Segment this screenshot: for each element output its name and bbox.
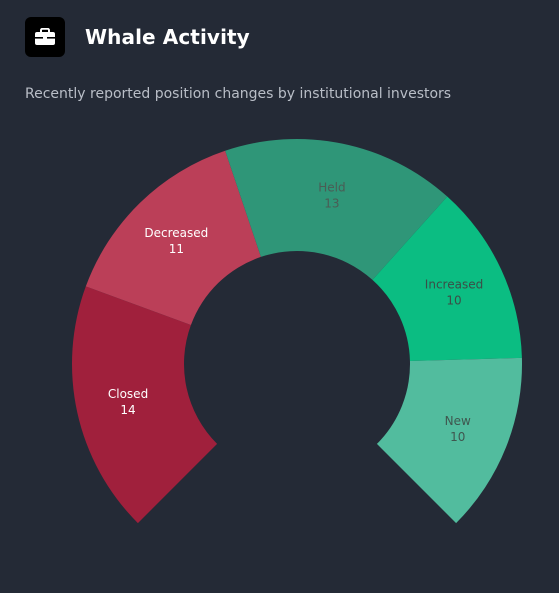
slice-closed[interactable] <box>71 286 218 524</box>
card-subtitle: Recently reported position changes by in… <box>25 86 452 102</box>
slice-label-decreased: Decreased <box>144 226 208 240</box>
slice-value-closed: 14 <box>120 403 135 417</box>
card-title: Whale Activity <box>85 25 250 49</box>
slice-value-new: 10 <box>450 430 465 444</box>
briefcase-icon <box>25 17 65 57</box>
slice-value-decreased: 11 <box>169 242 184 256</box>
slice-label-closed: Closed <box>108 387 148 401</box>
slice-label-increased: Increased <box>425 277 483 291</box>
slice-value-held: 13 <box>324 197 339 211</box>
slice-label-new: New <box>445 414 471 428</box>
slice-held[interactable] <box>225 139 448 280</box>
slice-value-increased: 10 <box>446 293 461 307</box>
card-header: Whale Activity <box>25 17 250 57</box>
slice-decreased[interactable] <box>85 150 261 326</box>
slice-new[interactable] <box>376 357 522 524</box>
slice-label-held: Held <box>318 181 345 195</box>
slice-increased[interactable] <box>372 196 522 361</box>
